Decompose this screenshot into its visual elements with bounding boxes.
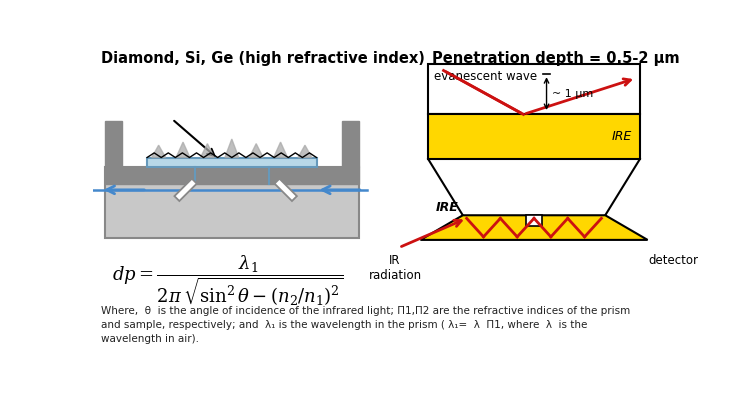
Text: IRE: IRE bbox=[612, 130, 632, 143]
Text: evanescent wave: evanescent wave bbox=[434, 70, 537, 83]
Text: Diamond, Si, Ge (high refractive index): Diamond, Si, Ge (high refractive index) bbox=[101, 51, 425, 66]
Polygon shape bbox=[152, 145, 166, 158]
Text: $\mathit{dp} = \dfrac{\lambda_1}{2\pi\,\sqrt{\sin^2\theta - (n_2/n_1)^2}}$: $\mathit{dp} = \dfrac{\lambda_1}{2\pi\,\… bbox=[112, 254, 344, 308]
Bar bbox=[105, 167, 359, 184]
Text: Where,  θ  is the angle of incidence of the infrared light; Π1,Π2 are the refrac: Where, θ is the angle of incidence of th… bbox=[101, 306, 630, 316]
Text: IR
radiation: IR radiation bbox=[368, 254, 422, 282]
Text: Penetration depth = 0.5-2 μm: Penetration depth = 0.5-2 μm bbox=[432, 51, 680, 66]
Bar bbox=[342, 120, 359, 167]
Polygon shape bbox=[175, 179, 197, 201]
Polygon shape bbox=[225, 139, 239, 158]
Polygon shape bbox=[176, 142, 190, 158]
Polygon shape bbox=[273, 142, 287, 158]
Text: ~ 1 μm: ~ 1 μm bbox=[552, 88, 593, 99]
Bar bbox=[428, 64, 640, 115]
Polygon shape bbox=[249, 144, 263, 158]
Text: wavelength in air).: wavelength in air). bbox=[101, 334, 199, 344]
Polygon shape bbox=[200, 144, 214, 158]
Polygon shape bbox=[298, 145, 312, 158]
Bar bbox=[526, 215, 542, 226]
Bar bbox=[105, 120, 121, 167]
Bar bbox=[147, 158, 317, 167]
Polygon shape bbox=[420, 215, 648, 240]
Bar bbox=[428, 115, 640, 159]
Bar bbox=[105, 167, 359, 238]
Text: IRE: IRE bbox=[436, 201, 459, 214]
Polygon shape bbox=[275, 179, 297, 201]
Text: and sample, respectively; and  λ₁ is the wavelength in the prism ( λ₁=  λ  Π1, w: and sample, respectively; and λ₁ is the … bbox=[101, 320, 587, 330]
Text: detector: detector bbox=[648, 254, 698, 267]
